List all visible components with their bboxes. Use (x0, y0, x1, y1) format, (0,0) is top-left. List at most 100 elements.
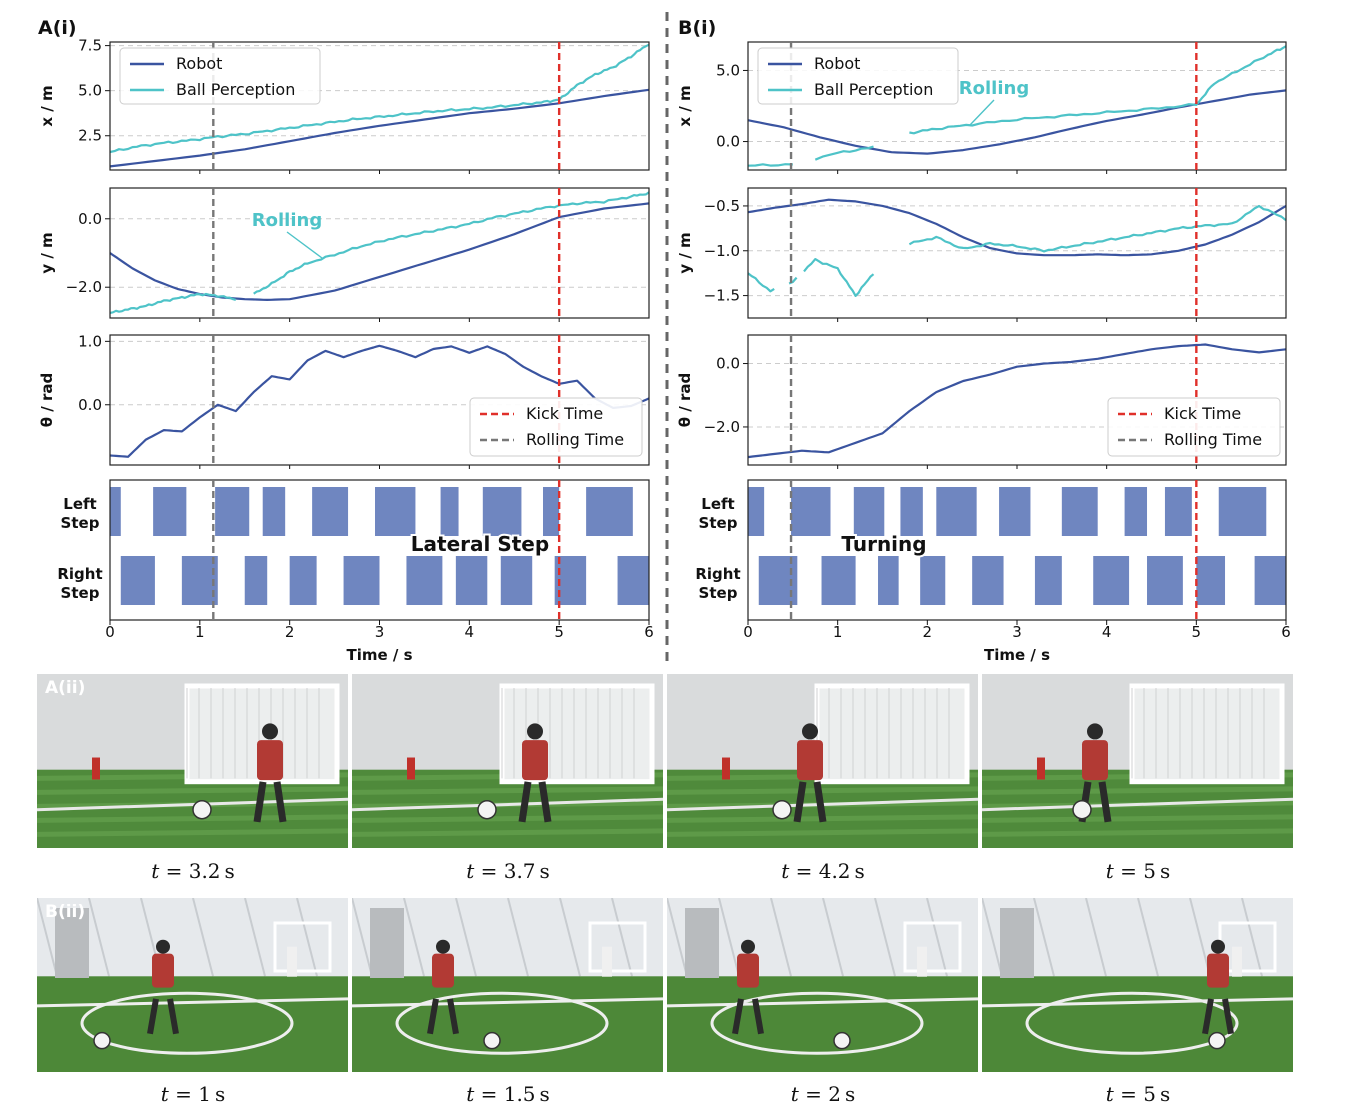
ball (477, 799, 497, 820)
turf-stripe (667, 786, 978, 795)
robot-leg (518, 781, 532, 823)
extinguisher (92, 757, 100, 780)
y-tick-label: 2.5 (78, 127, 102, 145)
x-tick-label: 1 (195, 623, 205, 641)
ball-perception-line (747, 204, 1287, 297)
y-tick-label: 5.0 (716, 61, 740, 79)
axes-frame (109, 334, 650, 466)
field-scene-image (352, 898, 663, 1072)
y-tick-label: −0.5 (704, 197, 740, 215)
panel-label: B(i) (678, 17, 716, 39)
turf-stripe (982, 814, 1293, 823)
tent-frame (455, 898, 477, 977)
robot-leg (752, 998, 764, 1035)
y-tick-label: 0.0 (716, 133, 740, 151)
y-tick-label: 0.0 (78, 396, 102, 414)
right-step-label: Step (61, 584, 100, 602)
robot-body (152, 953, 174, 988)
right-step-bar (181, 556, 218, 605)
field-line (982, 997, 1293, 1008)
tent-frame (611, 898, 633, 977)
tent-frame (507, 898, 529, 977)
y-axis-label: y / m (676, 232, 694, 273)
tent-frame (1033, 898, 1055, 977)
ball (1072, 799, 1092, 820)
extinguisher (1037, 757, 1045, 780)
goal (588, 921, 647, 973)
field-line (352, 797, 663, 812)
center-circle (80, 991, 294, 1055)
tent-frame (559, 898, 581, 977)
legend-box (119, 47, 321, 105)
right-step-label: Step (699, 584, 738, 602)
robot-leg (427, 998, 439, 1035)
right-step-bar (1093, 556, 1130, 605)
person (1232, 946, 1242, 977)
left-step-label: Left (701, 495, 734, 513)
y-axis-label: y / m (38, 232, 56, 273)
field-line (37, 797, 348, 812)
robot-body (522, 740, 548, 781)
axes-frame (747, 41, 1287, 171)
person (287, 946, 297, 977)
left-step-bar (1124, 487, 1148, 536)
step-annotation: Turning (841, 532, 926, 556)
axes-frame (747, 334, 1287, 466)
right-step-bar (500, 556, 533, 605)
time-caption: t = 3.2 s (151, 859, 235, 883)
ball (772, 799, 792, 820)
tent-frame (667, 898, 688, 977)
photo-panel-label: A(ii) (45, 678, 86, 698)
photo-frame (352, 898, 663, 1072)
robot-leg (147, 998, 159, 1035)
field-line (982, 797, 1293, 812)
right-step-bar (120, 556, 155, 605)
legend-top (119, 47, 321, 105)
robot-line (109, 202, 650, 301)
ball (93, 1031, 111, 1050)
speaker-stack (55, 908, 89, 978)
x-tick-label: 5 (1192, 623, 1202, 641)
tent-frame (192, 898, 214, 977)
left-step-bar (1164, 487, 1192, 536)
robot-head (802, 723, 818, 740)
left-step-bar (262, 487, 286, 536)
left-step-label: Left (63, 495, 96, 513)
speaker-stack (1000, 908, 1034, 978)
left-step-bar (110, 487, 121, 536)
robot-leg (1098, 781, 1112, 823)
turf-stripe (37, 828, 348, 837)
goal (1129, 683, 1285, 785)
robot-leg (793, 781, 807, 823)
robot-head (436, 939, 450, 954)
right-step-bar (878, 556, 899, 605)
robot-head (741, 939, 755, 954)
left-step-label: Step (61, 514, 100, 532)
goal-scene-image (352, 674, 663, 848)
x-axis-label: Time / s (346, 646, 412, 664)
robot-leg (1202, 998, 1214, 1035)
legend-robot-label: Robot (814, 54, 860, 73)
left-step-bar (748, 487, 765, 536)
legend-top (757, 47, 959, 105)
y-tick-label: −1.0 (704, 242, 740, 260)
person (602, 946, 612, 977)
rolling-arrow (286, 231, 323, 259)
robot-head (1087, 723, 1103, 740)
y-tick-label: 5.0 (78, 82, 102, 100)
robot-body (1082, 740, 1108, 781)
right-step-bar (920, 556, 946, 605)
y-axis-label: θ / rad (676, 373, 694, 428)
y-tick-label: −2.0 (704, 418, 740, 436)
turf-stripe (352, 814, 663, 823)
legend-rolling-label: Rolling Time (526, 430, 624, 449)
x-tick-label: 2 (923, 623, 933, 641)
tent-frame (244, 898, 266, 977)
left-step-bar (936, 487, 977, 536)
field-line (352, 997, 663, 1008)
tent-frame (296, 898, 318, 977)
left-step-bar (312, 487, 349, 536)
x-tick-label: 3 (1012, 623, 1022, 641)
left-step-bar (999, 487, 1031, 536)
tent-frame (37, 898, 58, 977)
